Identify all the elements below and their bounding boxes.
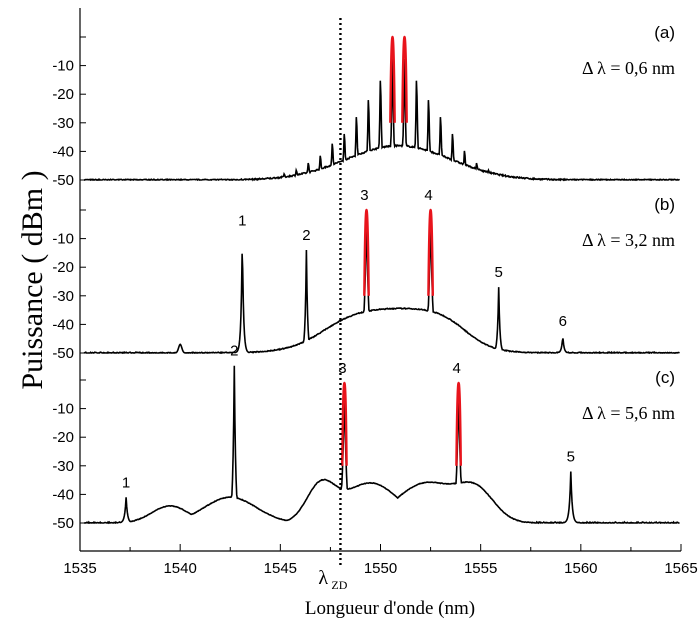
peak-label: 4: [424, 187, 432, 204]
panel-label: (a): [654, 23, 675, 42]
delta-lambda-annotation: Δ λ = 3,2 nm: [582, 230, 675, 250]
trace-b: [83, 209, 680, 355]
highlight-peak: [401, 35, 408, 123]
chart-labels: -10 -20 -30 -40 -50 (a) Δ λ = 0,6 nm -10 -20 -30 -…: [16, 23, 698, 619]
delta-lambda-annotation: Δ λ = 5,6 nm: [582, 403, 675, 423]
y-tick-label: -40: [52, 486, 74, 503]
peak-label: 5: [495, 264, 503, 281]
highlight-peak: [389, 35, 396, 123]
y-tick-label: -50: [52, 172, 74, 189]
peak-label: 2: [302, 227, 310, 244]
y-tick-label: -30: [52, 115, 74, 132]
y-tick-label: -40: [52, 316, 74, 333]
x-tick-label: 1535: [63, 560, 96, 577]
y-tick-label: -40: [52, 143, 74, 160]
spectrum-traces: [83, 35, 680, 525]
highlight-peak: [427, 208, 434, 296]
trace-c: [84, 365, 680, 525]
peak-label: 4: [452, 360, 460, 377]
peak-label: 3: [360, 187, 368, 204]
y-tick-label: -50: [52, 345, 74, 362]
delta-lambda-annotation: Δ λ = 0,6 nm: [582, 58, 675, 78]
highlight-peak: [455, 381, 462, 466]
y-tick-label: -10: [52, 401, 74, 418]
x-axis-title: Longueur d'onde (nm): [305, 598, 475, 619]
highlight-peak: [363, 208, 370, 296]
y-tick-label: -10: [52, 231, 74, 248]
highlight-peak: [341, 381, 348, 466]
y-tick-label: -30: [52, 288, 74, 305]
trace-a: [83, 58, 680, 182]
panel-label: (b): [654, 195, 675, 214]
x-tick-label: 1540: [163, 560, 196, 577]
peak-label: 1: [238, 213, 246, 230]
chart-axes: [79, 8, 682, 566]
x-tick-label: 1555: [464, 560, 497, 577]
x-tick-label: 1545: [264, 560, 297, 577]
peak-label: 2: [230, 343, 238, 360]
y-tick-label: -30: [52, 458, 74, 475]
peak-label: 3: [338, 360, 346, 377]
peak-label: 5: [567, 449, 575, 466]
peak-label: 6: [559, 313, 567, 330]
lambda-zd-subscript: ZD: [331, 578, 347, 592]
y-axis-title: Puissance ( dBm ): [16, 170, 49, 389]
peak-label: 1: [122, 474, 130, 491]
panel-label: (c): [655, 368, 675, 387]
x-tick-label: 1565: [664, 560, 697, 577]
y-tick-label: -10: [52, 58, 74, 75]
x-tick-label: 1560: [564, 560, 597, 577]
y-tick-label: -50: [52, 515, 74, 532]
y-tick-label: -20: [52, 86, 74, 103]
y-tick-label: -20: [52, 429, 74, 446]
y-tick-label: -20: [52, 259, 74, 276]
lambda-zd-label: λ: [318, 567, 328, 589]
x-tick-label: 1550: [364, 560, 397, 577]
